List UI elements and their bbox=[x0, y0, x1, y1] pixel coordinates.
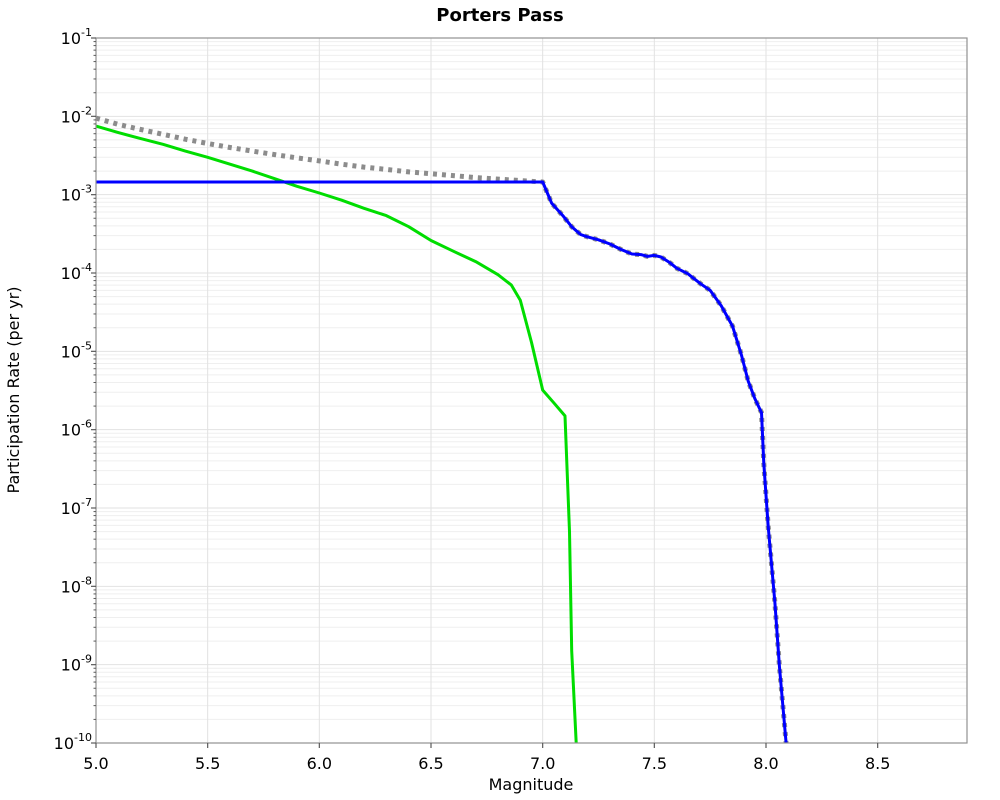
green-solid-curve bbox=[95, 124, 578, 744]
plot-border bbox=[95, 37, 968, 744]
x-tick-label: 6.0 bbox=[307, 754, 332, 773]
x-tick-label: 8.0 bbox=[753, 754, 778, 773]
y-tick-label: 10-3 bbox=[61, 183, 92, 205]
y-tick-label: 10-6 bbox=[61, 418, 92, 440]
x-axis-label: Magnitude bbox=[489, 775, 574, 794]
grid-minor-lines bbox=[96, 41, 967, 720]
x-tick-label: 5.5 bbox=[195, 754, 220, 773]
y-tick-label: 10-8 bbox=[61, 574, 92, 596]
y-tick-label: 10-5 bbox=[61, 339, 92, 361]
x-tick-label: 6.5 bbox=[418, 754, 443, 773]
x-tick-label: 7.5 bbox=[642, 754, 667, 773]
x-tick-labels: 5.0 5.5 6.0 6.5 7.0 7.5 8.0 8.5 bbox=[83, 754, 890, 773]
axis-tick-marks bbox=[91, 37, 879, 748]
series-curves bbox=[95, 115, 789, 744]
x-tick-label: 8.5 bbox=[865, 754, 890, 773]
y-tick-label: 10-10 bbox=[54, 731, 92, 753]
y-tick-label: 10-7 bbox=[61, 496, 92, 518]
y-tick-labels: 10-1 10-2 10-3 10-4 10-5 10-6 10-7 10-8 10-9 10-1… bbox=[54, 26, 92, 753]
y-tick-label: 10-2 bbox=[61, 104, 92, 126]
x-tick-label: 7.0 bbox=[530, 754, 555, 773]
plot-background bbox=[96, 38, 967, 743]
y-tick-label: 10-9 bbox=[61, 653, 92, 675]
chart-title: Porters Pass bbox=[436, 5, 563, 26]
grid-major-lines bbox=[96, 38, 967, 743]
y-axis-label: Participation Rate (per yr) bbox=[4, 287, 23, 494]
y-tick-label: 10-4 bbox=[61, 261, 92, 283]
x-tick-label: 5.0 bbox=[83, 754, 108, 773]
y-tick-label: 10-1 bbox=[61, 26, 92, 48]
blue-solid-curve bbox=[96, 180, 788, 744]
